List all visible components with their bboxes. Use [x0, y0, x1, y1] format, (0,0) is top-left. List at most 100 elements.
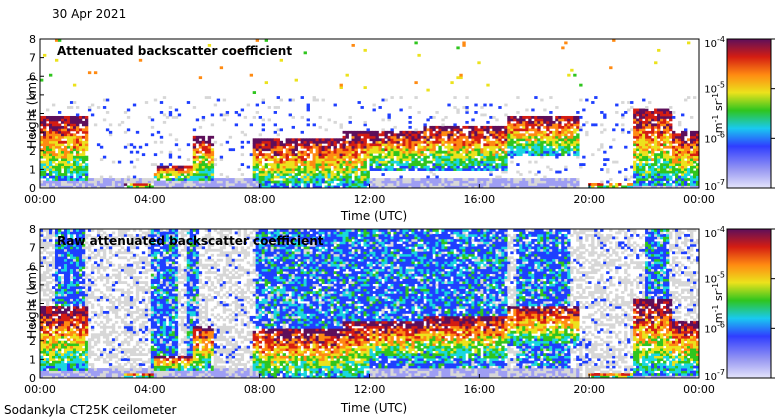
backscatter-cell: [45, 155, 50, 159]
backscatter-cell: [66, 168, 71, 171]
backscatter-cell: [117, 180, 122, 184]
backscatter-cell: [66, 106, 71, 109]
backscatter-cell: [69, 365, 74, 369]
backscatter-cell: [90, 256, 95, 260]
backscatter-cell: [453, 183, 457, 186]
backscatter-cell: [642, 113, 646, 117]
backscatter-cell: [93, 178, 98, 181]
backscatter-cell: [468, 125, 472, 129]
backscatter-cell: [207, 175, 212, 179]
backscatter-cell: [420, 135, 424, 139]
backscatter-cell: [246, 180, 251, 184]
backscatter-cell: [459, 155, 463, 159]
backscatter-cell: [666, 125, 670, 129]
backscatter-cell: [330, 185, 334, 188]
backscatter-cell: [78, 308, 83, 312]
backscatter-cell: [225, 183, 230, 186]
backscatter-cell: [543, 125, 547, 129]
backscatter-cell: [501, 135, 505, 139]
backscatter-cell: [84, 123, 89, 127]
backscatter-cell: [111, 268, 116, 272]
backscatter-cell: [633, 135, 637, 139]
backscatter-cell: [57, 175, 62, 179]
backscatter-cell: [162, 96, 167, 99]
backscatter-cell: [429, 135, 433, 139]
backscatter-cell: [207, 163, 212, 166]
backscatter-cell: [48, 313, 53, 317]
backscatter-cell: [90, 243, 95, 247]
backscatter-cell: [546, 120, 550, 124]
backscatter-cell: [492, 155, 496, 159]
backscatter-cell: [684, 180, 688, 184]
backscatter-cell: [474, 153, 478, 157]
backscatter-cell: [66, 338, 71, 342]
backscatter-cell: [84, 301, 89, 304]
backscatter-cell: [645, 106, 649, 109]
backscatter-cell: [108, 301, 113, 304]
backscatter-cell: [513, 118, 517, 122]
backscatter-cell: [420, 158, 424, 162]
backscatter-cell: [84, 175, 89, 179]
backscatter-cell: [327, 165, 331, 169]
backscatter-cell: [57, 368, 62, 371]
backscatter-cell: [117, 229, 122, 232]
backscatter-cell: [621, 123, 625, 127]
backscatter-cell: [348, 183, 352, 186]
backscatter-cell: [342, 173, 346, 176]
backscatter-cell: [405, 140, 409, 144]
backscatter-cell: [60, 165, 65, 169]
backscatter-cell: [51, 180, 56, 184]
backscatter-cell: [453, 160, 457, 164]
backscatter-cell: [57, 291, 62, 294]
backscatter-cell: [543, 148, 547, 152]
backscatter-cell: [174, 180, 179, 184]
backscatter-cell: [453, 106, 457, 109]
backscatter-cell: [453, 145, 457, 149]
backscatter-cell: [339, 178, 343, 181]
backscatter-cell: [486, 138, 490, 142]
backscatter-cell: [639, 130, 643, 134]
backscatter-cell: [306, 173, 310, 176]
backscatter-cell: [438, 158, 442, 162]
backscatter-cell: [54, 328, 59, 332]
backscatter-cell: [99, 375, 104, 378]
backscatter-cell: [180, 170, 185, 174]
backscatter-cell: [555, 130, 559, 134]
backscatter-cell: [114, 276, 119, 280]
backscatter-cell: [315, 173, 319, 176]
backscatter-cell: [537, 153, 541, 157]
backscatter-cell: [480, 178, 484, 181]
backscatter-cell: [321, 138, 325, 142]
backscatter-cell: [276, 163, 280, 166]
backscatter-cell: [63, 370, 68, 374]
backscatter-cell: [69, 125, 74, 129]
backscatter-cell: [111, 305, 116, 309]
backscatter-cell: [43, 273, 47, 277]
backscatter-cell: [43, 288, 47, 292]
backscatter-cell: [417, 150, 421, 154]
backscatter-cell: [546, 123, 550, 127]
backscatter-cell: [660, 135, 664, 139]
backscatter-cell: [315, 143, 319, 147]
backscatter-cell: [84, 261, 89, 265]
backscatter-cell: [51, 310, 56, 314]
backscatter-cell: [81, 308, 86, 312]
backscatter-cell: [102, 375, 107, 378]
backscatter-cell: [696, 178, 699, 181]
backscatter-cell: [546, 153, 550, 157]
backscatter-cell: [78, 256, 83, 260]
backscatter-cell: [192, 163, 197, 166]
backscatter-cell: [177, 148, 182, 152]
backscatter-cell: [696, 135, 699, 139]
backscatter-cell: [78, 288, 83, 292]
backscatter-cell: [495, 125, 499, 129]
backscatter-cell: [549, 96, 553, 99]
backscatter-cell: [81, 273, 86, 277]
backscatter-cell: [327, 178, 331, 181]
backscatter-cell: [45, 140, 50, 144]
backscatter-cell: [171, 165, 176, 169]
backscatter-cell: [90, 291, 95, 294]
backscatter-cell: [252, 115, 257, 119]
backscatter-cell: [432, 128, 436, 132]
backscatter-cell: [312, 143, 316, 147]
